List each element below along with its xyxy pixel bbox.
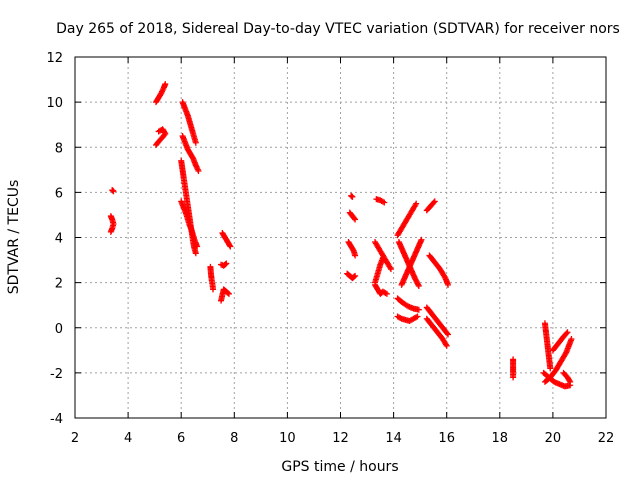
data-point (379, 254, 386, 261)
data-point (192, 139, 199, 146)
data-point (225, 290, 232, 297)
x-tick-label: 12 (332, 431, 349, 446)
data-point (510, 374, 517, 381)
data-point (415, 283, 422, 290)
y-tick-label: 10 (46, 96, 63, 111)
x-tick-label: 14 (385, 431, 402, 446)
data-point (226, 242, 233, 249)
x-tick-label: 16 (438, 431, 455, 446)
data-point (568, 336, 575, 343)
y-tick-label: -4 (50, 412, 63, 427)
data-point (418, 236, 425, 243)
data-point (566, 377, 573, 384)
x-tick-label: 20 (545, 431, 562, 446)
data-point (194, 243, 201, 250)
x-tick-label: 8 (230, 431, 238, 446)
x-tick-label: 10 (279, 431, 296, 446)
data-point (192, 250, 199, 257)
data-point (413, 314, 420, 321)
data-point (351, 273, 358, 280)
data-point (430, 199, 437, 206)
data-point (352, 252, 359, 259)
data-point (156, 127, 163, 134)
y-tick-label: 8 (55, 141, 63, 156)
y-tick-label: 4 (55, 232, 63, 247)
data-point (431, 198, 438, 205)
data-point (223, 260, 230, 267)
data-point (413, 200, 420, 207)
data-point (225, 290, 232, 297)
x-tick-label: 2 (71, 431, 79, 446)
x-tick-label: 22 (598, 431, 615, 446)
x-tick-label: 18 (492, 431, 509, 446)
x-tick-labels: 2 4 6 8 10 12 14 16 18 20 22 (71, 431, 614, 446)
axis-ticks (74, 56, 607, 419)
data-point (162, 81, 169, 88)
data-point (415, 306, 422, 313)
data-point (387, 266, 394, 273)
data-point (567, 378, 574, 385)
data-point (563, 330, 570, 337)
data-point (564, 329, 571, 336)
data-point (445, 331, 452, 338)
data-point (382, 290, 389, 297)
data-point (222, 261, 229, 268)
data-point (444, 330, 451, 337)
data-point (443, 342, 450, 349)
data-point (107, 228, 114, 235)
y-axis-label: SDTVAR / TECUs (6, 180, 22, 295)
data-point (381, 199, 388, 206)
data-point (227, 243, 234, 250)
data-point (415, 281, 422, 288)
data-point (349, 193, 356, 200)
data-point (155, 128, 162, 135)
y-tick-label: 0 (55, 322, 63, 337)
x-tick-label: 6 (177, 431, 185, 446)
data-point (445, 281, 452, 288)
x-tick-label: 4 (124, 431, 132, 446)
data-point (351, 215, 358, 222)
data-point (547, 365, 554, 372)
y-tick-label: 12 (46, 51, 63, 66)
data-point (110, 188, 117, 195)
y-tick-label: -2 (50, 367, 63, 382)
chart-title: Day 265 of 2018, Sidereal Day-to-day VTE… (56, 21, 620, 37)
data-point (383, 290, 390, 297)
y-tick-label: 6 (55, 186, 63, 201)
x-axis-label: GPS time / hours (281, 459, 398, 475)
y-tick-label: 2 (55, 277, 63, 292)
grid-lines (75, 57, 606, 418)
data-point (397, 314, 404, 321)
data-point (379, 198, 386, 205)
data-point (352, 216, 359, 223)
data-points (107, 81, 575, 390)
data-point (414, 313, 421, 320)
data-point (195, 167, 202, 174)
y-tick-labels: -4 -2 0 2 4 6 8 10 12 (46, 51, 63, 427)
data-point (210, 286, 217, 293)
data-point (352, 272, 359, 279)
